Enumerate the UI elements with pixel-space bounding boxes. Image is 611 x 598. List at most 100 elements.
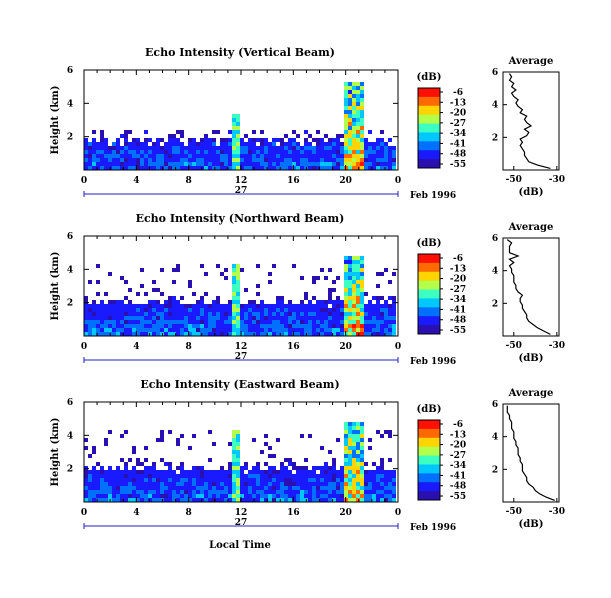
echo-cell <box>344 422 348 426</box>
echo-cell <box>220 486 224 490</box>
echo-cell <box>368 446 372 450</box>
echo-cell <box>132 486 136 490</box>
colorbar-swatch <box>418 132 440 142</box>
echo-cell <box>344 434 348 438</box>
echo-cell <box>280 470 284 474</box>
echo-cell <box>100 300 104 304</box>
echo-cell <box>200 474 204 478</box>
echo-cell <box>196 312 200 316</box>
echo-cell <box>332 486 336 490</box>
echo-cell <box>324 276 328 280</box>
echo-cell <box>380 498 384 502</box>
echo-cell <box>244 462 248 466</box>
echo-cell <box>360 332 364 336</box>
echo-cell <box>200 470 204 474</box>
echo-cell <box>368 482 372 486</box>
x-tick-label: 4 <box>133 508 139 518</box>
echo-cell <box>356 450 360 454</box>
echo-cell <box>132 162 136 166</box>
echo-cell <box>352 86 356 90</box>
echo-cell <box>220 308 224 312</box>
echo-cell <box>316 474 320 478</box>
echo-cell <box>292 150 296 154</box>
echo-cell <box>216 490 220 494</box>
echo-cell <box>120 498 124 502</box>
echo-cell <box>148 154 152 158</box>
echo-cell <box>276 438 280 442</box>
echo-cell <box>368 146 372 150</box>
echo-cell <box>360 422 364 426</box>
echo-cell <box>96 462 100 466</box>
echo-cell <box>132 142 136 146</box>
echo-cell <box>360 296 364 300</box>
echo-cell <box>144 474 148 478</box>
echo-cell <box>256 304 260 308</box>
echo-cell <box>328 316 332 320</box>
echo-cell <box>332 288 336 292</box>
echo-cell <box>336 490 340 494</box>
echo-cell <box>84 166 88 170</box>
echo-cell <box>132 324 136 328</box>
echo-cell <box>176 466 180 470</box>
echo-cell <box>388 332 392 336</box>
echo-cell <box>392 474 396 478</box>
echo-cell <box>172 296 176 300</box>
echo-cell <box>320 486 324 490</box>
echo-cell <box>296 150 300 154</box>
echo-cell <box>232 490 236 494</box>
echo-cell <box>228 486 232 490</box>
echo-cell <box>200 304 204 308</box>
echo-cell <box>176 158 180 162</box>
echo-cell <box>380 486 384 490</box>
echo-cell <box>316 498 320 502</box>
echo-cell <box>108 490 112 494</box>
echo-cell <box>312 328 316 332</box>
echo-cell <box>132 332 136 336</box>
echo-cell <box>340 150 344 154</box>
echo-cell <box>124 328 128 332</box>
echo-cell <box>272 264 276 268</box>
echo-cell <box>224 268 228 272</box>
echo-cell <box>348 118 352 122</box>
echo-cell <box>332 138 336 142</box>
echo-cell <box>156 332 160 336</box>
colorbar-tick-label: -13 <box>450 430 466 440</box>
echo-cell <box>236 158 240 162</box>
echo-cell <box>224 146 228 150</box>
echo-cell <box>136 478 140 482</box>
echo-cell <box>248 316 252 320</box>
echo-cell <box>332 328 336 332</box>
echo-cell <box>260 300 264 304</box>
echo-cell <box>84 150 88 154</box>
echo-cell <box>288 320 292 324</box>
colorbar-tick-label: -41 <box>450 305 466 315</box>
local-time-label: Local Time <box>209 540 271 551</box>
echo-cell <box>360 90 364 94</box>
echo-cell <box>176 312 180 316</box>
echo-cell <box>236 284 240 288</box>
echo-cell <box>140 146 144 150</box>
echo-cell <box>352 308 356 312</box>
echo-cell <box>88 150 92 154</box>
echo-cell <box>100 474 104 478</box>
echo-cell <box>92 142 96 146</box>
echo-cell <box>344 142 348 146</box>
echo-cell <box>220 154 224 158</box>
echo-cell <box>344 90 348 94</box>
echo-cell <box>108 466 112 470</box>
echo-cell <box>260 146 264 150</box>
echo-cell <box>356 114 360 118</box>
echo-cell <box>328 296 332 300</box>
echo-cell <box>328 312 332 316</box>
echo-cell <box>104 138 108 142</box>
echo-cell <box>96 498 100 502</box>
profile-y-tick-label: 6 <box>492 68 498 78</box>
echo-cell <box>380 434 384 438</box>
echo-cell <box>332 304 336 308</box>
echo-cell <box>304 324 308 328</box>
echo-cell <box>208 304 212 308</box>
echo-cell <box>128 482 132 486</box>
echo-cell <box>284 320 288 324</box>
echo-cell <box>352 450 356 454</box>
echo-cell <box>136 470 140 474</box>
